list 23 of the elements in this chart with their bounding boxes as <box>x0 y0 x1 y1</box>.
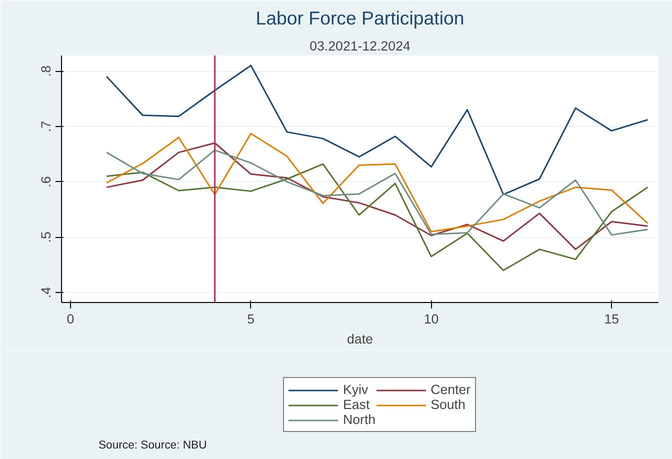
x-tick-label: 0 <box>66 312 74 326</box>
x-tick-label: 15 <box>604 312 620 326</box>
line-series <box>106 163 648 272</box>
line-series <box>106 142 648 250</box>
chart-subtitle: 03.2021-12.2024 <box>310 38 411 54</box>
legend-label: Center <box>430 382 471 397</box>
x-axis-title: date <box>347 332 373 346</box>
legend-label: Kyiv <box>343 382 368 397</box>
y-tick-label: .5 <box>38 232 54 243</box>
line-series <box>106 64 648 196</box>
chart-title: Labor Force Participation <box>256 8 464 28</box>
line-series <box>106 149 648 236</box>
y-tick-label: .4 <box>38 286 54 298</box>
legend-label: North <box>343 412 376 427</box>
x-tick-label: 5 <box>247 312 255 326</box>
y-tick-label: .7 <box>38 120 54 132</box>
legend-label: East <box>343 397 370 412</box>
legend-label: South <box>430 397 466 412</box>
x-tick-label: 10 <box>424 312 439 326</box>
y-tick-label: .6 <box>38 176 54 188</box>
line-series <box>106 132 648 232</box>
source-note: Source: Source: NBU <box>98 440 207 452</box>
y-tick-label: .8 <box>38 65 54 77</box>
